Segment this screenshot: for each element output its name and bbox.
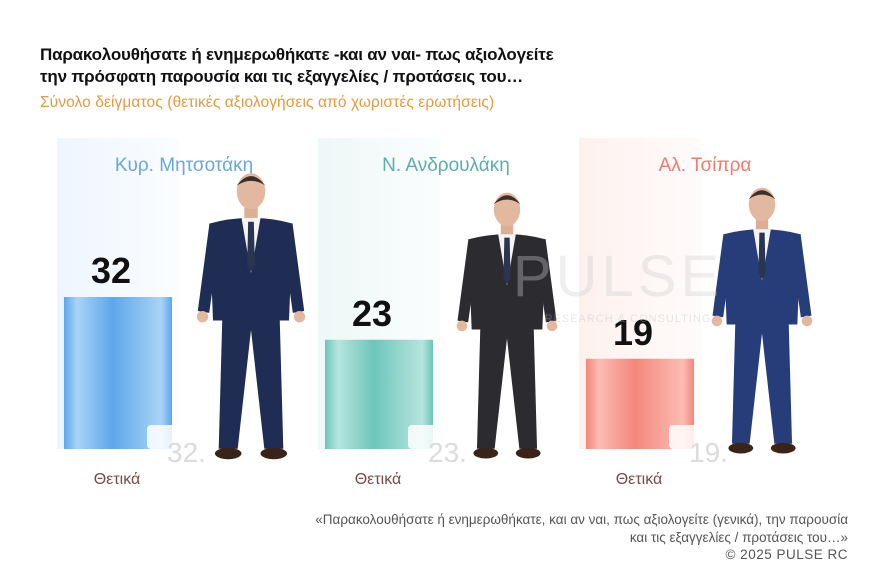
footer-question-line-2: και τις εξαγγελίες / προτάσεις του…» xyxy=(629,530,848,545)
chart-title-line-1: Παρακολουθήσατε ή ενημερωθήκατε -και αν … xyxy=(40,45,554,64)
chart-subtitle: Σύνολο δείγματος (θετικές αξιολογήσεις α… xyxy=(40,94,495,111)
ghost-tile xyxy=(147,425,183,449)
chart-title-line-2: την πρόσφατη παρουσία και τις εξαγγελίες… xyxy=(40,67,524,86)
category-label: Θετικά xyxy=(94,471,141,488)
footer-question-line-1: «Παρακολουθήσατε ή ενημερωθήκατε, και αν… xyxy=(315,512,848,527)
series-name: Αλ. Τσίπρα xyxy=(659,155,752,176)
ghost-value-label: 19. xyxy=(689,437,728,468)
panel: 23. 23 Ν. Ανδρουλάκη Θετικά xyxy=(318,138,558,488)
category-label: Θετικά xyxy=(616,471,663,488)
politician-photo xyxy=(456,192,558,459)
bar xyxy=(64,297,172,449)
ghost-tile xyxy=(669,425,705,449)
footer-question: «Παρακολουθήσατε ή ενημερωθήκατε, και αν… xyxy=(208,511,848,547)
ghost-tile xyxy=(408,425,444,449)
politician-photo xyxy=(711,187,813,454)
data-label: 23 xyxy=(352,293,392,334)
series-name: Ν. Ανδρουλάκη xyxy=(382,155,510,176)
panel: 32. 32 Κυρ. Μητσοτάκη Θετικά xyxy=(57,138,306,488)
data-label: 32 xyxy=(91,250,131,291)
panel: 19. 19 Αλ. Τσίπρα Θετικά xyxy=(579,138,813,488)
chart-title: Παρακολουθήσατε ή ενημερωθήκατε -και αν … xyxy=(40,44,660,88)
category-label: Θετικά xyxy=(355,471,402,488)
series-name: Κυρ. Μητσοτάκη xyxy=(115,155,253,176)
copyright: © 2025 PULSE RC xyxy=(725,547,848,562)
ghost-value-label: 23. xyxy=(428,437,467,468)
data-label: 19 xyxy=(613,312,653,353)
ghost-value-label: 32. xyxy=(167,437,206,468)
politician-photo xyxy=(196,173,306,460)
